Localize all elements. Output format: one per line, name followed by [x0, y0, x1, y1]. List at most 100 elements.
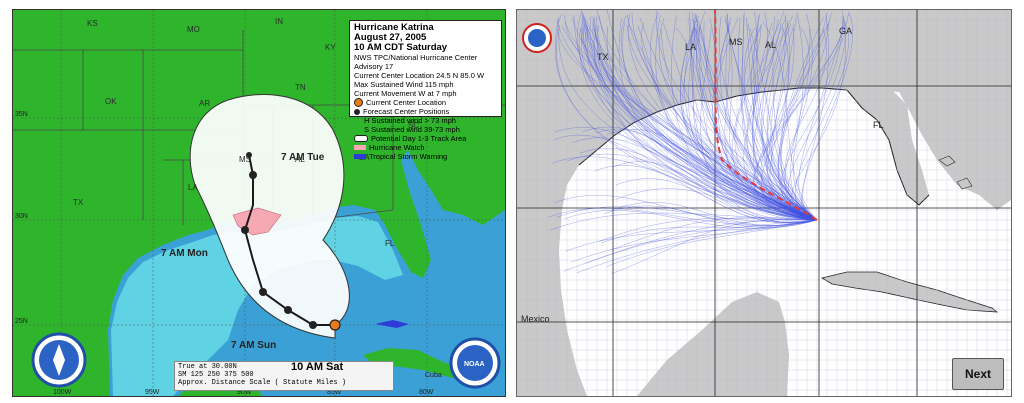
- ensemble-track: [699, 24, 818, 221]
- legend-item-label: Hurricane Watch: [369, 143, 425, 152]
- legend-item-label: H Sustained wind > 73 mph: [364, 116, 456, 125]
- ensemble-track: [627, 14, 818, 221]
- state-label-ga: GA: [839, 26, 852, 36]
- ensemble-track: [753, 23, 830, 221]
- state-label-ms: MS: [729, 37, 743, 47]
- nhc-logo: [522, 23, 552, 53]
- distance-scale: True at 30.00N SM 125 250 375 500 Approx…: [174, 361, 394, 391]
- storm-title: Hurricane Katrina: [354, 22, 434, 33]
- cone-icon: [354, 135, 368, 142]
- forecast-position-icon: [354, 108, 360, 115]
- gulf-shelf: [111, 216, 403, 396]
- current-center: [329, 319, 341, 331]
- noaa-logo: NOAA: [449, 337, 501, 389]
- state-label-ok: OK: [105, 97, 117, 106]
- state-label-in: IN: [275, 17, 283, 26]
- legend-item-label: Tropical Storm Warning: [369, 152, 448, 161]
- ensemble-track: [579, 147, 818, 222]
- state-label-tx: TX: [73, 198, 84, 207]
- ensemble-track: [582, 126, 818, 221]
- cuba-label: Cuba: [425, 372, 442, 379]
- state-label-sc: SC: [408, 121, 419, 130]
- forecast-track: [243, 154, 335, 326]
- ensemble-track: [631, 12, 818, 221]
- state-label-al: AL: [295, 155, 305, 164]
- ensemble-track: [732, 24, 818, 221]
- ensemble-track: [606, 219, 818, 267]
- state-label-tn: TN: [295, 83, 306, 92]
- forecast-label-sun: 7 AM Sun: [231, 340, 276, 351]
- state-label-group-right: TX LA MS AL GA FL: [597, 26, 884, 130]
- ensemble-track: [564, 210, 818, 229]
- ensemble-track: [761, 11, 849, 221]
- state-label-ar: AR: [199, 99, 210, 108]
- ensemble-track: [565, 22, 818, 221]
- grid-label-group: 35N 30N 25N 100W 95W 90W 85W 80W: [15, 111, 434, 396]
- state-label-group: KS MO OK AR TN MS AL LA TX GA SC FL IN K…: [73, 17, 419, 248]
- next-button[interactable]: Next: [952, 358, 1004, 390]
- noaa-logo-text: NOAA: [464, 361, 485, 368]
- ensemble-track: [606, 129, 818, 221]
- legend-item: Tropical Storm Warning: [354, 152, 497, 161]
- scale-ticks: SM 125 250 375 500: [178, 371, 254, 379]
- ensemble-track: [554, 134, 818, 223]
- ensemble-track: [556, 29, 818, 221]
- tropical-storm-warning-swatch: [354, 154, 366, 159]
- ensemble-track: [762, 28, 818, 221]
- ensemble-track: [790, 25, 818, 221]
- mean-track: [714, 10, 818, 221]
- ensemble-track: [734, 19, 818, 221]
- lon-label-100w: 100W: [53, 389, 72, 396]
- ensemble-track: [567, 153, 818, 221]
- storm-legend: Hurricane Katrina August 27, 2005 10 AM …: [349, 20, 502, 161]
- legend-item: Forecast Center Positions: [354, 107, 497, 116]
- legend-item-label: Potential Day 1-3 Track Area: [371, 134, 467, 143]
- ensemble-track: [557, 13, 818, 221]
- ensemble-track: [564, 14, 818, 221]
- lon-label-80w: 80W: [419, 389, 434, 396]
- ensemble-track: [784, 28, 827, 221]
- ensemble-track: [780, 19, 818, 221]
- ensemble-track: [615, 188, 818, 221]
- storm-agency: NWS TPC/National Hurricane Center: [354, 53, 478, 62]
- lon-label-85w: 85W: [327, 389, 342, 396]
- scale-true-at: True at 30.00N: [178, 363, 237, 371]
- mexico-label: Mexico: [521, 314, 550, 324]
- ensemble-track: [571, 219, 818, 263]
- state-label-fl: FL: [385, 239, 395, 248]
- legend-item-label: S Sustained wind 39-73 mph: [364, 125, 460, 134]
- ensemble-track: [798, 20, 846, 221]
- ensemble-track: [586, 28, 818, 221]
- legend-item: Potential Day 1-3 Track Area: [354, 134, 497, 143]
- lat-label-30n: 30N: [15, 213, 28, 220]
- state-label-fl: FL: [873, 120, 884, 130]
- nhc-forecast-map: KS MO OK AR TN MS AL LA TX GA SC FL IN K…: [12, 9, 506, 397]
- forecast-label-group: 7 AM Tue 7 AM Mon 7 AM Sun: [161, 152, 325, 351]
- lon-label-95w: 95W: [145, 389, 160, 396]
- ensemble-track: [770, 22, 818, 221]
- lat-label-25n: 25N: [15, 318, 28, 325]
- storm-location: Current Center Location 24.5 N 85.0 W: [354, 71, 485, 80]
- ensemble-track: [547, 208, 818, 226]
- ensemble-track: [551, 156, 818, 221]
- legend-item-label: Forecast Center Positions: [363, 107, 450, 116]
- us-land-gray: [517, 10, 1011, 396]
- bahamas-land: [938, 155, 973, 190]
- ensemble-track: [746, 15, 818, 221]
- ensemble-track: [565, 219, 818, 252]
- ensemble-track: [572, 137, 818, 221]
- forecast-points: [241, 152, 317, 329]
- ensemble-track: [680, 28, 818, 221]
- ensemble-track: [610, 217, 818, 251]
- storm-time: 10 AM CDT Saturday: [354, 42, 448, 53]
- state-label-ks: KS: [87, 19, 98, 28]
- state-label-mo: MO: [187, 25, 200, 34]
- storm-advisory: Advisory 17: [354, 62, 394, 71]
- ensemble-track: [743, 28, 818, 221]
- ensemble-track: [762, 21, 818, 221]
- florida-land: [847, 90, 929, 205]
- current-location-icon: [354, 98, 363, 107]
- storm-max-wind: Max Sustained Wind 115 mph: [354, 80, 454, 89]
- ensemble-track: [561, 25, 818, 221]
- ensemble-tracks: [547, 10, 853, 274]
